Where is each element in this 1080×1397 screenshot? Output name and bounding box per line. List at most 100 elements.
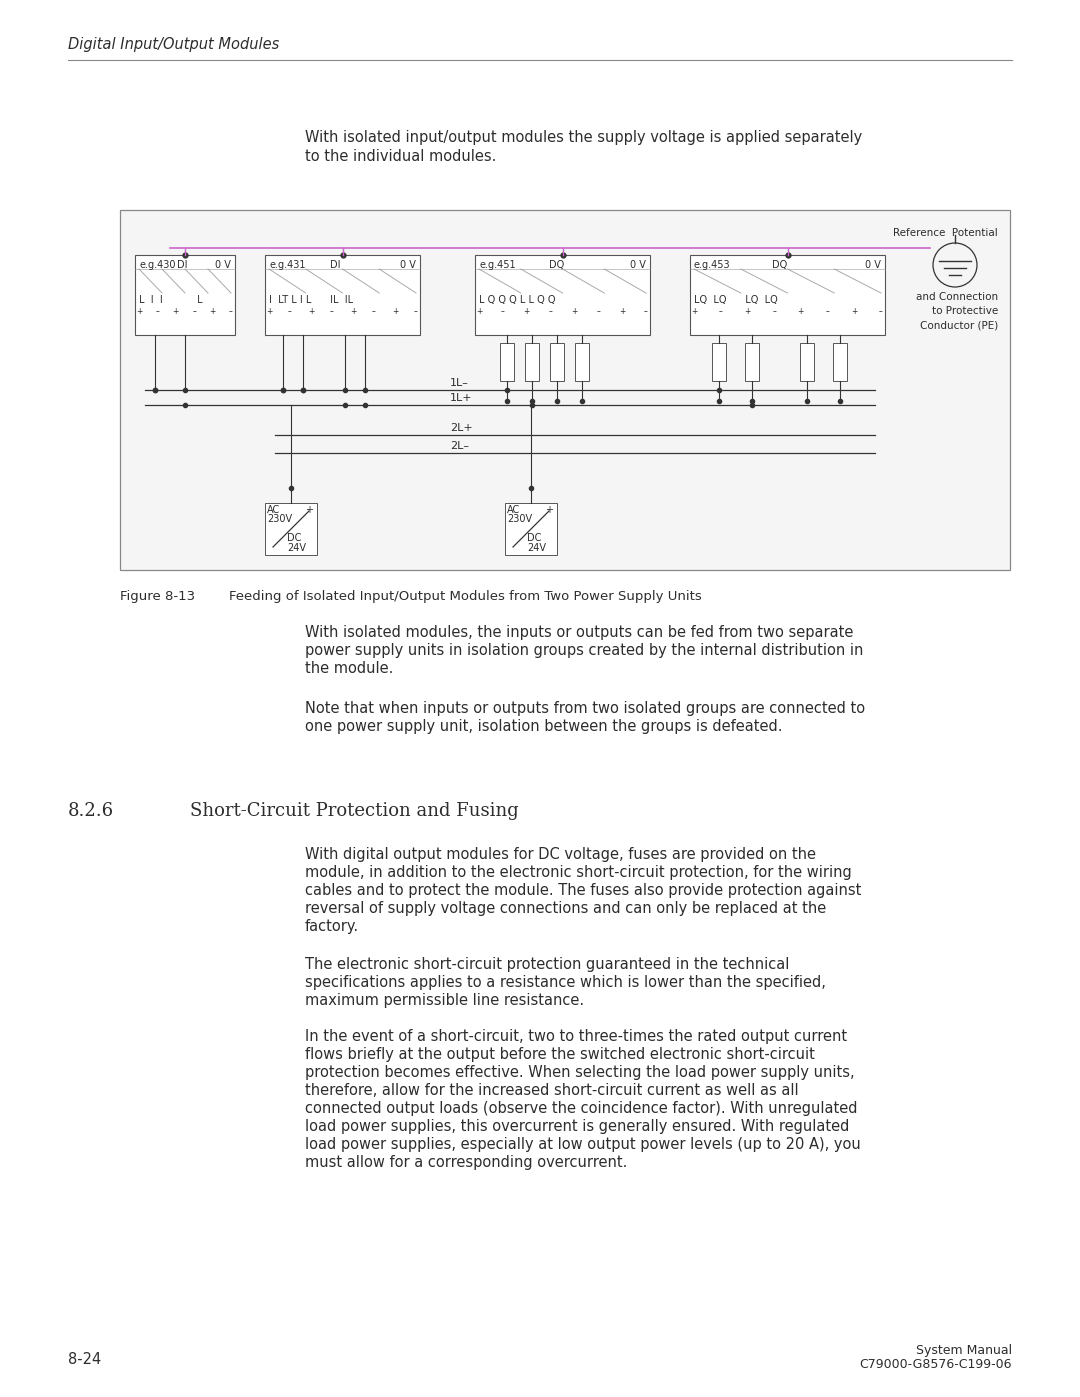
Bar	[135, 256, 235, 335]
Text: –: –	[879, 307, 883, 316]
Text: flows briefly at the output before the switched electronic short-circuit: flows briefly at the output before the s…	[305, 1046, 815, 1062]
Text: Figure 8-13: Figure 8-13	[120, 590, 195, 604]
Text: 230V: 230V	[267, 514, 292, 524]
Text: –: –	[719, 307, 723, 316]
Text: AC: AC	[267, 504, 280, 515]
Bar	[745, 344, 759, 381]
Text: DC: DC	[527, 534, 541, 543]
Text: Feeding of Isolated Input/Output Modules from Two Power Supply Units: Feeding of Isolated Input/Output Modules…	[212, 590, 702, 604]
Bar	[475, 256, 650, 335]
Text: +: +	[691, 307, 698, 316]
Text: e.g.451: e.g.451	[480, 260, 515, 270]
Text: Short-Circuit Protection and Fusing: Short-Circuit Protection and Fusing	[190, 802, 518, 820]
Text: 230V: 230V	[507, 514, 532, 524]
Text: –: –	[501, 307, 504, 316]
Text: DC: DC	[287, 534, 301, 543]
Text: –: –	[229, 307, 233, 316]
Bar	[525, 344, 539, 381]
Text: module, in addition to the electronic short-circuit protection, for the wiring: module, in addition to the electronic sh…	[305, 865, 852, 880]
Text: Reference  Potential: Reference Potential	[893, 228, 998, 237]
Text: –: –	[549, 307, 553, 316]
Text: –: –	[825, 307, 829, 316]
Text: 1L+: 1L+	[450, 393, 473, 402]
Text: +: +	[305, 504, 313, 515]
Text: The electronic short-circuit protection guaranteed in the technical: The electronic short-circuit protection …	[305, 957, 789, 972]
Text: With isolated modules, the inputs or outputs can be fed from two separate: With isolated modules, the inputs or out…	[305, 624, 853, 640]
Bar	[833, 344, 847, 381]
Text: C79000-G8576-C199-06: C79000-G8576-C199-06	[860, 1358, 1012, 1370]
Text: –: –	[288, 307, 292, 316]
Text: 0 V: 0 V	[865, 260, 881, 270]
Text: +: +	[173, 307, 179, 316]
Text: factory.: factory.	[305, 919, 360, 935]
Text: maximum permissible line resistance.: maximum permissible line resistance.	[305, 993, 584, 1009]
Bar	[500, 344, 514, 381]
Bar	[550, 344, 564, 381]
Text: –: –	[644, 307, 648, 316]
Text: +: +	[136, 307, 143, 316]
Text: With digital output modules for DC voltage, fuses are provided on the: With digital output modules for DC volta…	[305, 847, 816, 862]
Text: LQ  LQ      LQ  LQ: LQ LQ LQ LQ	[694, 295, 778, 305]
Text: +: +	[524, 307, 530, 316]
Text: +: +	[545, 504, 553, 515]
Text: protection becomes effective. When selecting the load power supply units,: protection becomes effective. When selec…	[305, 1065, 854, 1080]
Text: +: +	[266, 307, 272, 316]
Text: power supply units in isolation groups created by the internal distribution in: power supply units in isolation groups c…	[305, 643, 863, 658]
Text: the module.: the module.	[305, 661, 393, 676]
Text: +: +	[619, 307, 625, 316]
Text: System Manual: System Manual	[916, 1344, 1012, 1356]
Bar	[265, 256, 420, 335]
Bar	[690, 256, 885, 335]
Text: 2L–: 2L–	[450, 441, 469, 451]
Text: to the individual modules.: to the individual modules.	[305, 149, 497, 163]
Text: e.g.453: e.g.453	[694, 260, 731, 270]
Text: +: +	[798, 307, 804, 316]
Text: Note that when inputs or outputs from two isolated groups are connected to: Note that when inputs or outputs from tw…	[305, 701, 865, 717]
Text: 24V: 24V	[287, 543, 306, 553]
Text: –: –	[192, 307, 197, 316]
Text: DQ: DQ	[549, 260, 564, 270]
Text: 1L–: 1L–	[450, 379, 469, 388]
Text: –: –	[373, 307, 376, 316]
Text: e.g.431: e.g.431	[269, 260, 306, 270]
Text: +: +	[744, 307, 751, 316]
Text: must allow for a corresponding overcurrent.: must allow for a corresponding overcurre…	[305, 1155, 627, 1171]
Text: 8.2.6: 8.2.6	[68, 802, 114, 820]
Text: With isolated input/output modules the supply voltage is applied separately: With isolated input/output modules the s…	[305, 130, 862, 145]
Text: cables and to protect the module. The fuses also provide protection against: cables and to protect the module. The fu…	[305, 883, 862, 898]
Bar	[265, 503, 318, 555]
Text: DI: DI	[177, 260, 188, 270]
Bar	[712, 344, 726, 381]
Text: L Q Q Q L L Q Q: L Q Q Q L L Q Q	[480, 295, 555, 305]
Text: 24V: 24V	[527, 543, 546, 553]
Text: +: +	[350, 307, 356, 316]
Text: load power supplies, especially at low output power levels (up to 20 A), you: load power supplies, especially at low o…	[305, 1137, 861, 1153]
Text: L  I  I           L: L I I L	[139, 295, 203, 305]
Text: e.g.430: e.g.430	[139, 260, 175, 270]
Text: –: –	[596, 307, 600, 316]
Text: +: +	[392, 307, 399, 316]
Text: 0 V: 0 V	[215, 260, 231, 270]
Text: 0 V: 0 V	[400, 260, 416, 270]
Text: 2L+: 2L+	[450, 423, 473, 433]
Text: +: +	[571, 307, 578, 316]
Text: –: –	[772, 307, 777, 316]
Text: DQ: DQ	[772, 260, 787, 270]
Text: Digital Input/Output Modules: Digital Input/Output Modules	[68, 36, 280, 52]
Text: DI: DI	[330, 260, 340, 270]
Text: connected output loads (observe the coincidence factor). With unregulated: connected output loads (observe the coin…	[305, 1101, 858, 1116]
Bar	[575, 344, 589, 381]
Text: 8-24: 8-24	[68, 1352, 102, 1368]
Text: reversal of supply voltage connections and can only be replaced at the: reversal of supply voltage connections a…	[305, 901, 826, 916]
Text: one power supply unit, isolation between the groups is defeated.: one power supply unit, isolation between…	[305, 719, 783, 733]
Text: I  LT L I L      IL  IL: I LT L I L IL IL	[269, 295, 353, 305]
Text: AC: AC	[507, 504, 521, 515]
Bar	[800, 344, 814, 381]
Text: +: +	[476, 307, 482, 316]
Text: and Connection
to Protective
Conductor (PE): and Connection to Protective Conductor (…	[916, 292, 998, 330]
Bar	[120, 210, 1010, 570]
Text: +: +	[210, 307, 216, 316]
Text: –: –	[330, 307, 334, 316]
Bar	[505, 503, 557, 555]
Text: 0 V: 0 V	[630, 260, 646, 270]
